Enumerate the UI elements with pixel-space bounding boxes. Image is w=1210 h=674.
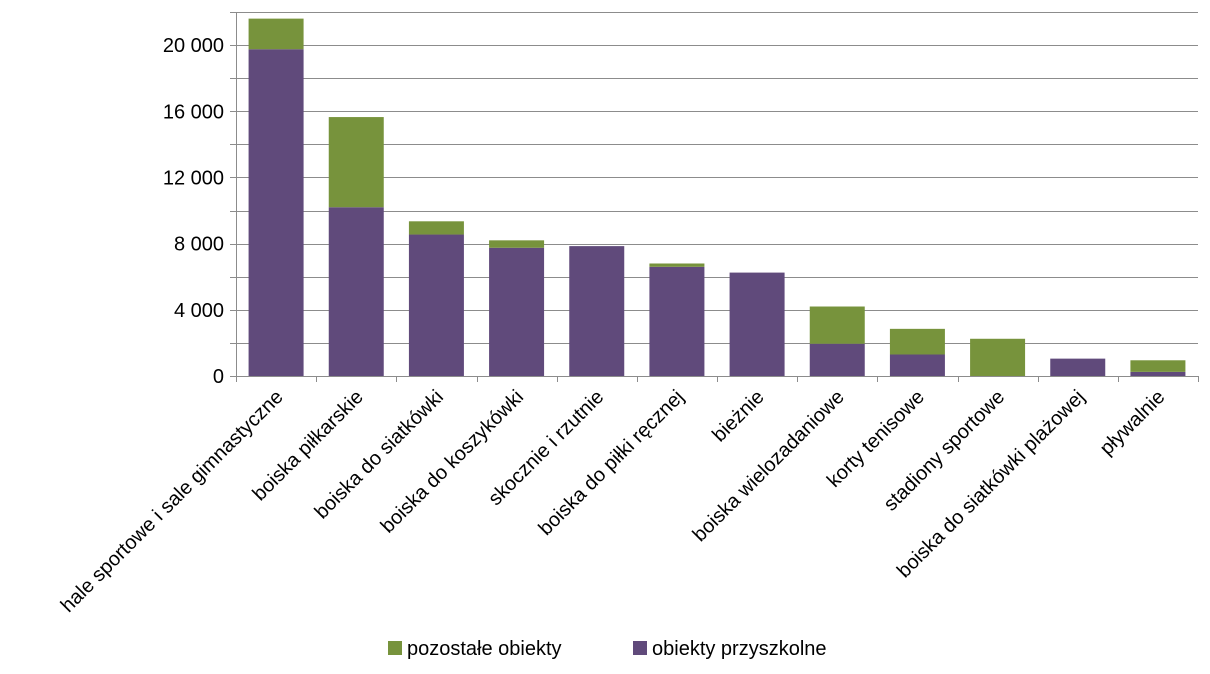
bar-segment-pozostale-obiekty [1130, 360, 1186, 372]
bar-segment-obiekty-przyszkolne [328, 207, 384, 376]
y-tick-label: 20 000 [163, 35, 224, 57]
bar-segment-pozostale-obiekty [649, 263, 705, 267]
x-category-label: boiska wielozadaniowe [689, 386, 849, 546]
bar-segment-obiekty-przyszkolne [889, 354, 945, 376]
bar-segment-pozostale-obiekty [970, 338, 1026, 376]
bar-segment-pozostale-obiekty [809, 306, 865, 344]
legend: pozostałe obiekty obiekty przyszkolne [388, 638, 827, 660]
bar-segment-obiekty-przyszkolne [729, 272, 785, 376]
bar-segment-pozostale-obiekty [889, 328, 945, 355]
legend-label-obiekty-przyszkolne: obiekty przyszkolne [652, 638, 827, 660]
x-category-label: boiska do koszykówki [377, 386, 529, 538]
x-axis-category-labels: hale sportowe i sale gimnastyczne boiska … [57, 386, 1170, 617]
x-category-label: bieżnie [708, 386, 768, 446]
y-tick-label: 8 000 [174, 234, 224, 256]
x-category-label: boiska do piłki ręcznej [535, 386, 689, 540]
bar-segment-obiekty-przyszkolne [1050, 358, 1106, 376]
bar-segment-obiekty-przyszkolne [649, 266, 705, 376]
bar-segment-pozostale-obiekty [328, 117, 384, 208]
legend-swatch-obiekty-przyszkolne [633, 641, 647, 655]
bar-segment-obiekty-przyszkolne [248, 49, 304, 377]
y-tick-label: 0 [213, 366, 224, 388]
y-axis-tick-labels: 0 4 000 8 000 12 000 16 000 20 000 [163, 35, 224, 388]
y-tick-label: 4 000 [174, 300, 224, 322]
bar-segment-pozostale-obiekty [489, 240, 545, 248]
x-category-label: pływalnie [1096, 386, 1170, 460]
bar-segment-obiekty-przyszkolne [1130, 371, 1186, 376]
bar-segment-pozostale-obiekty [408, 221, 464, 235]
legend-swatch-pozostale-obiekty [388, 641, 402, 655]
axes [230, 12, 1199, 382]
bar-segment-obiekty-przyszkolne [569, 246, 625, 376]
bar-segment-obiekty-przyszkolne [489, 247, 545, 376]
x-category-label: hale sportowe i sale gimnastyczne [57, 386, 288, 617]
bar-segment-obiekty-przyszkolne [408, 234, 464, 376]
legend-label-pozostale-obiekty: pozostałe obiekty [407, 638, 562, 660]
bars [248, 18, 1186, 377]
bar-segment-obiekty-przyszkolne [809, 343, 865, 376]
bar-segment-pozostale-obiekty [248, 18, 304, 50]
y-tick-label: 16 000 [163, 101, 224, 123]
y-tick-label: 12 000 [163, 167, 224, 189]
gridlines [236, 12, 1198, 344]
